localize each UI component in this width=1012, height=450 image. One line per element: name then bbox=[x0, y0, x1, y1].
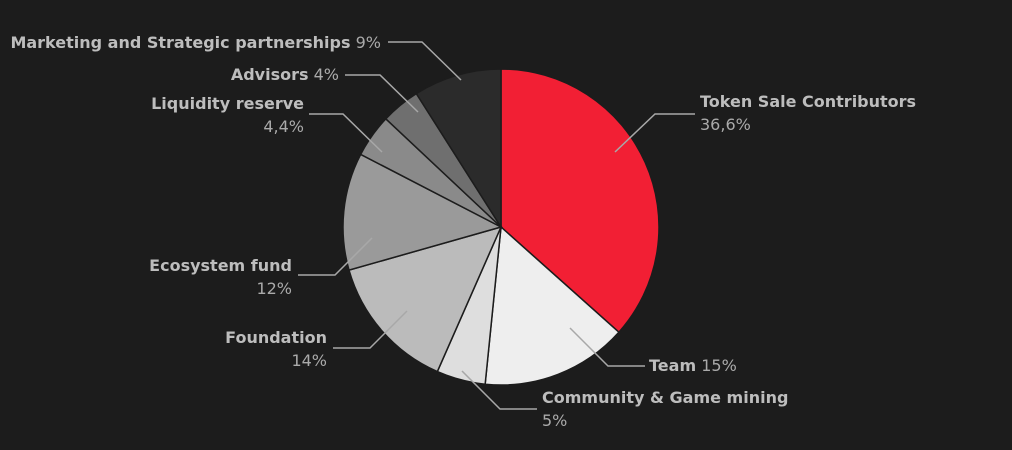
slice-value: 15% bbox=[701, 356, 737, 375]
slice-name: Advisors bbox=[230, 65, 309, 84]
slice-name: Marketing and Strategic partnerships bbox=[10, 33, 351, 52]
slice-value: 9% bbox=[355, 33, 381, 52]
slice-value: 14% bbox=[291, 351, 327, 370]
leader-line-5 bbox=[309, 113, 383, 153]
label-liquidity: Liquidity reserve 4,4% bbox=[151, 92, 304, 138]
slice-value: 4% bbox=[313, 65, 339, 84]
leader-line-0 bbox=[614, 113, 695, 153]
pie-slice-1 bbox=[484, 225, 620, 386]
label-community: Community & Game mining 5% bbox=[542, 386, 788, 432]
leader-line-7 bbox=[388, 41, 462, 81]
leader-line-6 bbox=[345, 74, 419, 113]
pie-slice-0 bbox=[500, 68, 660, 334]
slice-name: Community & Game mining bbox=[542, 388, 789, 407]
slice-value: 36,6% bbox=[700, 115, 751, 134]
label-advisors: Advisors 4% bbox=[231, 63, 339, 86]
label-token-sale: Token Sale Contributors 36,6% bbox=[700, 90, 916, 136]
leader-line-3 bbox=[333, 310, 408, 349]
slice-value: 5% bbox=[542, 411, 568, 430]
slice-name: Foundation bbox=[225, 328, 327, 347]
leader-line-2 bbox=[461, 370, 537, 410]
slice-name: Ecosystem fund bbox=[149, 256, 292, 275]
label-foundation: Foundation 14% bbox=[225, 326, 327, 372]
slice-name: Liquidity reserve bbox=[151, 94, 304, 113]
leader-line-4 bbox=[298, 237, 373, 276]
slice-name: Team bbox=[649, 356, 697, 375]
slice-name: Token Sale Contributors bbox=[700, 92, 917, 111]
pie-slice-3 bbox=[348, 225, 503, 373]
label-team: Team 15% bbox=[649, 354, 737, 377]
leader-line-1 bbox=[569, 327, 645, 367]
slice-value: 12% bbox=[256, 279, 292, 298]
label-ecosystem: Ecosystem fund 12% bbox=[149, 254, 292, 300]
slice-value: 4,4% bbox=[263, 117, 304, 136]
label-marketing: Marketing and Strategic partnerships 9% bbox=[10, 31, 381, 54]
